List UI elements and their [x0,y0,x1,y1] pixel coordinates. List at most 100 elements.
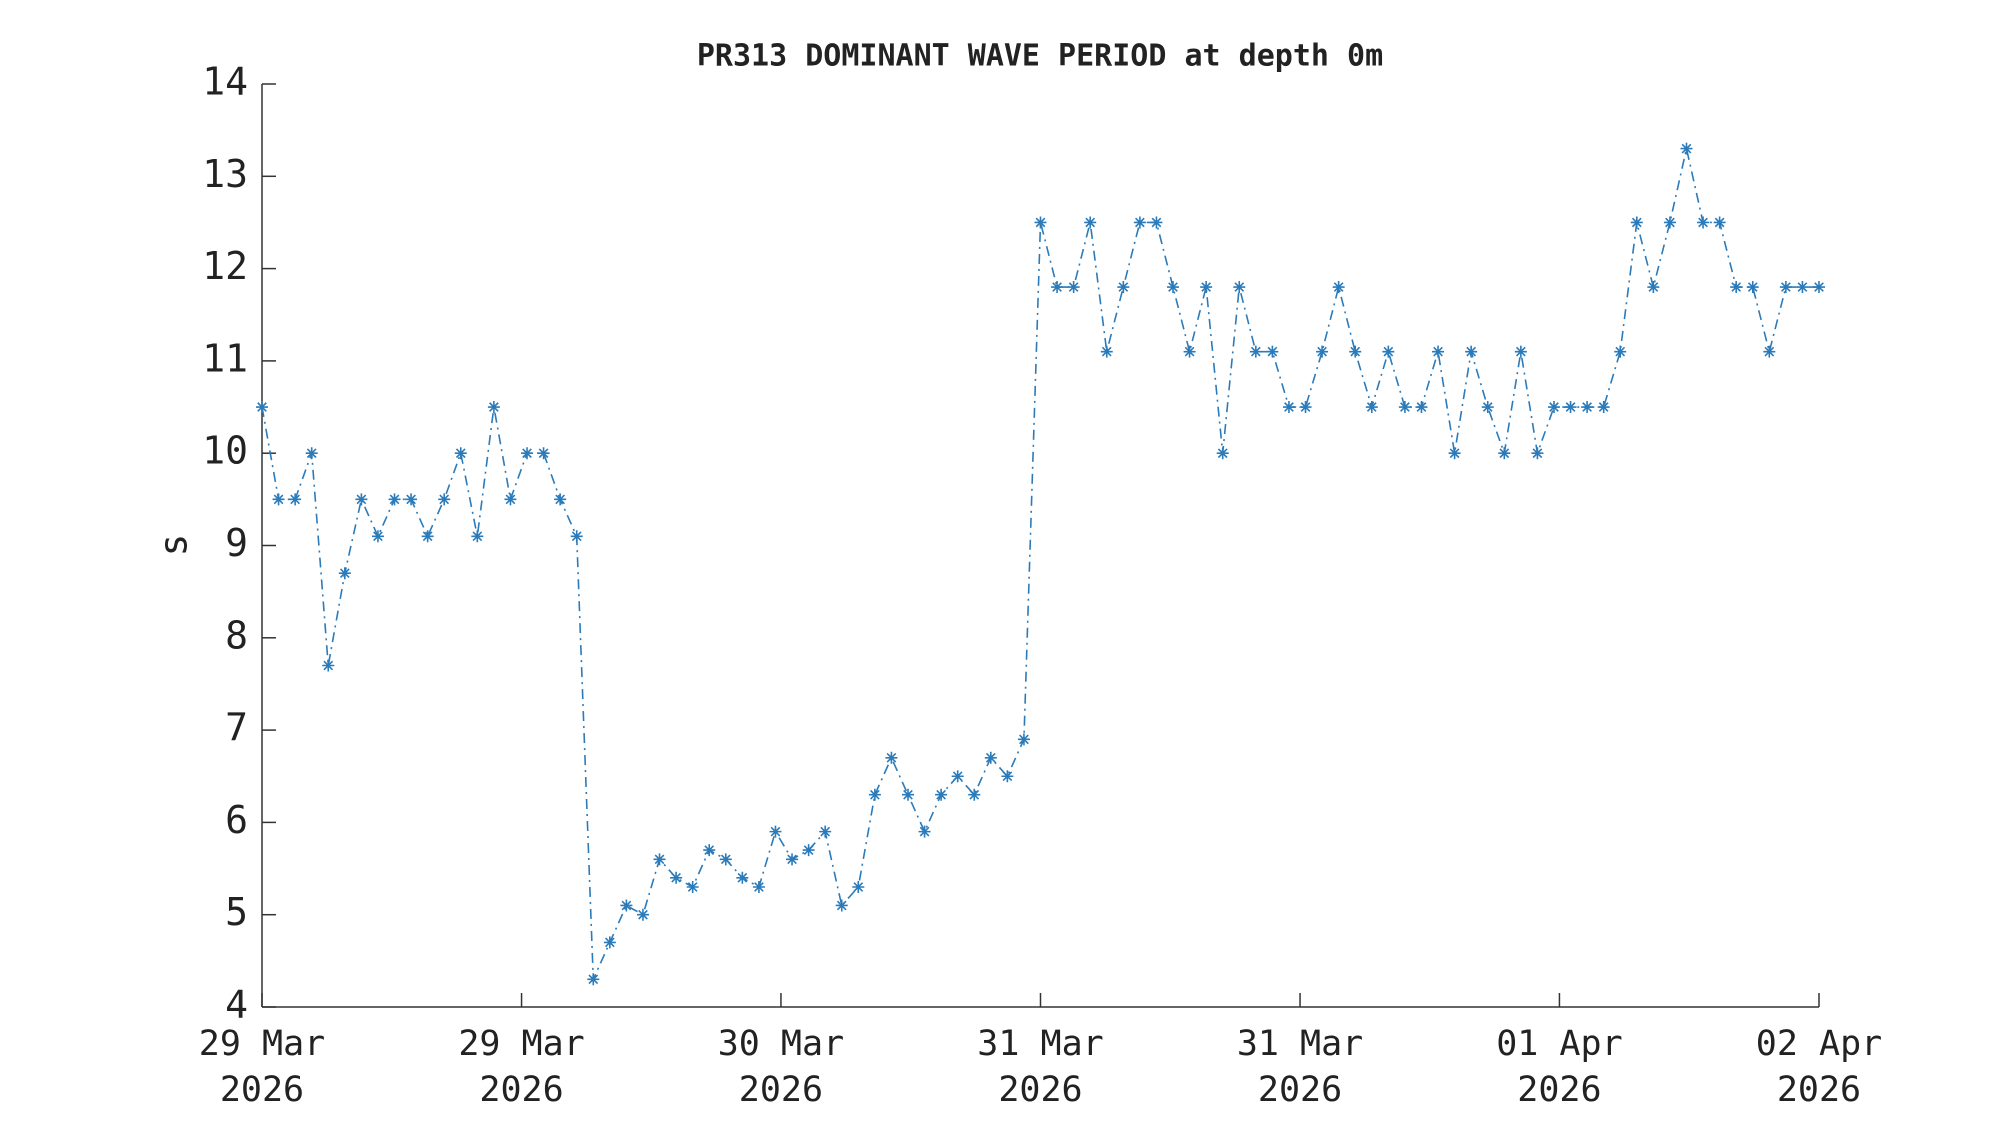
marker [719,853,732,866]
marker [1316,345,1329,358]
marker [901,788,914,801]
marker [1017,733,1030,746]
x-tick-label: 31 Mar 2026 [977,1024,1104,1110]
x-tick-label: 01 Apr 2026 [1496,1024,1623,1110]
marker [951,770,964,783]
y-tick-label: 12 [202,244,248,288]
marker [1779,281,1792,294]
marker [355,493,368,506]
marker [1713,216,1726,229]
y-tick-label: 14 [202,60,248,104]
marker [322,659,335,672]
marker [1498,447,1511,460]
marker [620,899,633,912]
marker [852,881,865,894]
marker [1663,216,1676,229]
x-tick-label: 29 Mar 2026 [198,1024,326,1110]
marker [587,973,600,986]
marker [1647,281,1660,294]
marker [769,825,782,838]
y-tick-label: 10 [202,429,248,473]
marker [686,881,699,894]
marker [1481,401,1494,414]
marker [1067,281,1080,294]
data-line [261,148,1819,980]
marker [1117,281,1130,294]
marker [885,751,898,764]
marker [653,853,666,866]
marker [1796,281,1809,294]
marker [636,908,649,921]
marker [703,844,716,857]
x-tick-label: 30 Mar 2026 [717,1024,845,1110]
marker [521,447,534,460]
marker [1581,401,1594,414]
marker [1332,281,1345,294]
marker [1680,142,1693,155]
marker [802,844,815,857]
y-axis-label: s [152,534,196,557]
marker [1514,345,1527,358]
marker [272,493,285,506]
marker [1448,447,1461,460]
marker [1150,216,1163,229]
marker [819,825,832,838]
marker [835,899,848,912]
marker [984,751,997,764]
marker [1100,345,1113,358]
y-tick-label: 5 [225,890,248,934]
marker [1365,401,1378,414]
marker [1183,345,1196,358]
marker [1382,345,1395,358]
marker [1266,345,1279,358]
marker [504,493,517,506]
y-tick-label: 11 [202,336,248,380]
marker [918,825,931,838]
y-tick-label: 7 [225,706,248,750]
marker [570,530,583,543]
marker [1051,281,1064,294]
marker [256,401,268,414]
marker [471,530,484,543]
marker [1133,216,1146,229]
x-tick-label: 31 Mar 2026 [1236,1024,1364,1110]
y-tick-label: 8 [225,613,248,657]
marker [968,788,981,801]
marker [752,881,765,894]
y-tick-label: 6 [225,798,248,842]
marker [305,447,318,460]
marker [1432,345,1445,358]
y-tick-label: 9 [225,521,248,565]
marker [736,871,749,884]
marker [454,447,467,460]
marker [1349,345,1362,358]
marker [786,853,799,866]
marker [1249,345,1262,358]
y-tick-label: 13 [202,152,248,196]
marker [1614,345,1627,358]
marker [935,788,948,801]
marker [1415,401,1428,414]
marker [1216,447,1229,460]
marker [1813,281,1825,294]
marker [1697,216,1710,229]
marker [554,493,567,506]
marker [670,871,683,884]
marker [1001,770,1014,783]
marker [338,567,351,580]
marker [1630,216,1643,229]
marker [388,493,401,506]
marker [405,493,418,506]
marker [537,447,550,460]
y-tick-label: 4 [225,983,248,1027]
marker [1547,401,1560,414]
marker [1564,401,1577,414]
marker [1398,401,1411,414]
x-tick-label: 02 Apr 2026 [1755,1024,1883,1110]
marker [289,493,302,506]
x-tick-label: 29 Mar 2026 [458,1024,585,1110]
marker [1763,345,1776,358]
marker [1282,401,1295,414]
